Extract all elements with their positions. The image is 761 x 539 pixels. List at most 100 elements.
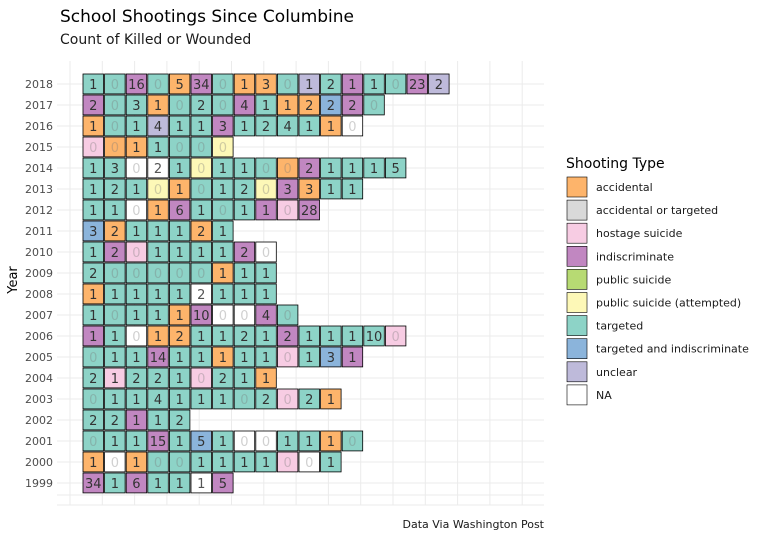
cell-value-label: 3: [327, 351, 335, 366]
heatmap-cell: [320, 73, 342, 95]
heatmap-cell: [147, 241, 169, 263]
heatmap-cell: [276, 430, 299, 452]
heatmap-cell: [298, 430, 320, 452]
cell-value-label: 1: [219, 288, 227, 303]
legend-item: unclear: [566, 361, 638, 383]
heatmap-cell: [190, 178, 212, 200]
heatmap-cell: [82, 115, 104, 137]
heatmap-cell: [190, 451, 212, 473]
heatmap-cell: [104, 157, 126, 179]
heatmap-cell: [125, 430, 148, 452]
heatmap-cell: [384, 325, 407, 347]
cell-value-label: 2: [89, 267, 97, 282]
heatmap-cell: [233, 451, 256, 473]
legend-swatch: [566, 176, 588, 198]
cell-value-label: 1: [219, 351, 227, 366]
legend-item: targeted: [566, 315, 643, 336]
cell-value-label: 1: [154, 288, 162, 303]
cell-value-label: 0: [132, 162, 140, 177]
cell-value-label: 1: [154, 309, 162, 324]
cell-value-label: 2: [111, 183, 119, 198]
heatmap-cell: [320, 325, 342, 347]
cell-value-label: 2: [305, 393, 313, 408]
cell-value-label: 1: [370, 78, 378, 93]
cell-value-label: 1: [305, 120, 313, 135]
heatmap-cell: [82, 430, 104, 452]
heatmap-cell: [190, 115, 212, 137]
y-tick-label: 2017: [25, 99, 53, 112]
cell-value-label: 0: [392, 78, 400, 93]
cell-value-label: 1: [219, 246, 227, 261]
heatmap-cell: [147, 325, 169, 347]
cell-value-label: 1: [305, 78, 313, 93]
cell-value-label: 1: [262, 372, 270, 387]
cell-value-label: 1: [132, 120, 140, 135]
heatmap-cell: [341, 325, 364, 347]
heatmap-cell: [233, 178, 256, 200]
cell-value-label: 0: [111, 456, 119, 471]
heatmap-cell: [233, 73, 256, 95]
heatmap-cell: [255, 199, 277, 221]
cell-value-label: 1: [89, 330, 97, 345]
cell-value-label: 1: [327, 120, 335, 135]
cell-value-label: 1: [89, 183, 97, 198]
heatmap-cell: [147, 430, 169, 452]
cell-value-label: 0: [132, 267, 140, 282]
cell-value-label: 1: [262, 351, 270, 366]
heatmap-cell: [147, 115, 169, 137]
heatmap-cell: [125, 241, 148, 263]
heatmap-cell: [82, 304, 104, 326]
cell-value-label: 23: [409, 78, 426, 93]
cell-value-label: 1: [111, 288, 119, 303]
heatmap-cell: [320, 157, 342, 179]
cell-value-label: 0: [89, 393, 97, 408]
cell-value-label: 0: [262, 435, 270, 450]
cell-value-label: 0: [89, 435, 97, 450]
cell-value-label: 1: [197, 246, 205, 261]
cell-value-label: 0: [284, 309, 292, 324]
heatmap-cell: [320, 388, 342, 410]
legend-label: accidental or targeted: [596, 204, 718, 217]
heatmap-cell: [168, 94, 191, 116]
heatmap-cell: [168, 199, 191, 221]
y-tick-label: 2002: [25, 414, 53, 427]
legend-swatch: [566, 384, 588, 406]
cell-value-label: 1: [284, 435, 292, 450]
heatmap-cell: [255, 388, 277, 410]
cell-value-label: 1: [240, 78, 248, 93]
heatmap-cell: [320, 94, 342, 116]
cell-value-label: 1: [240, 120, 248, 135]
heatmap-cell: [82, 367, 104, 389]
cell-value-label: 2: [284, 330, 292, 345]
cell-value-label: 1: [132, 393, 140, 408]
cells: 1 0 16 0 5 34 0 1 3 0 1 2 1 1 0 23 22 0 3 1 0 2 0 4 1 1 2 2 2 01 0 1 4 1 1…: [82, 73, 450, 494]
cell-value-label: 1: [197, 204, 205, 219]
heatmap-cell: [125, 325, 148, 347]
cell-value-label: 2: [111, 246, 119, 261]
cell-value-label: 1: [154, 225, 162, 240]
cell-value-label: 0: [111, 99, 119, 114]
heatmap-cell: [82, 157, 104, 179]
heatmap-cell: [255, 262, 277, 284]
heatmap-cell: [82, 388, 104, 410]
cell-value-label: 1: [176, 225, 184, 240]
heatmap-cell: [190, 346, 212, 368]
heatmap-cell: [298, 73, 320, 95]
heatmap-cell: [168, 157, 191, 179]
heatmap-cell: [147, 199, 169, 221]
heatmap-cell: [276, 346, 299, 368]
heatmap-cell: [147, 346, 169, 368]
cell-value-label: 1: [132, 456, 140, 471]
cell-value-label: 1: [176, 351, 184, 366]
heatmap-cell: [320, 451, 342, 473]
heatmap-cell: [82, 472, 104, 494]
cell-value-label: 2: [435, 78, 443, 93]
heatmap-cell: [255, 325, 277, 347]
y-tick-label: 2009: [25, 267, 53, 280]
cell-value-label: 0: [348, 120, 356, 135]
heatmap-cell: [363, 157, 385, 179]
cell-value-label: 2: [305, 99, 313, 114]
heatmap-cell: [212, 178, 234, 200]
cell-value-label: 0: [197, 267, 205, 282]
heatmap-cell: [190, 262, 212, 284]
